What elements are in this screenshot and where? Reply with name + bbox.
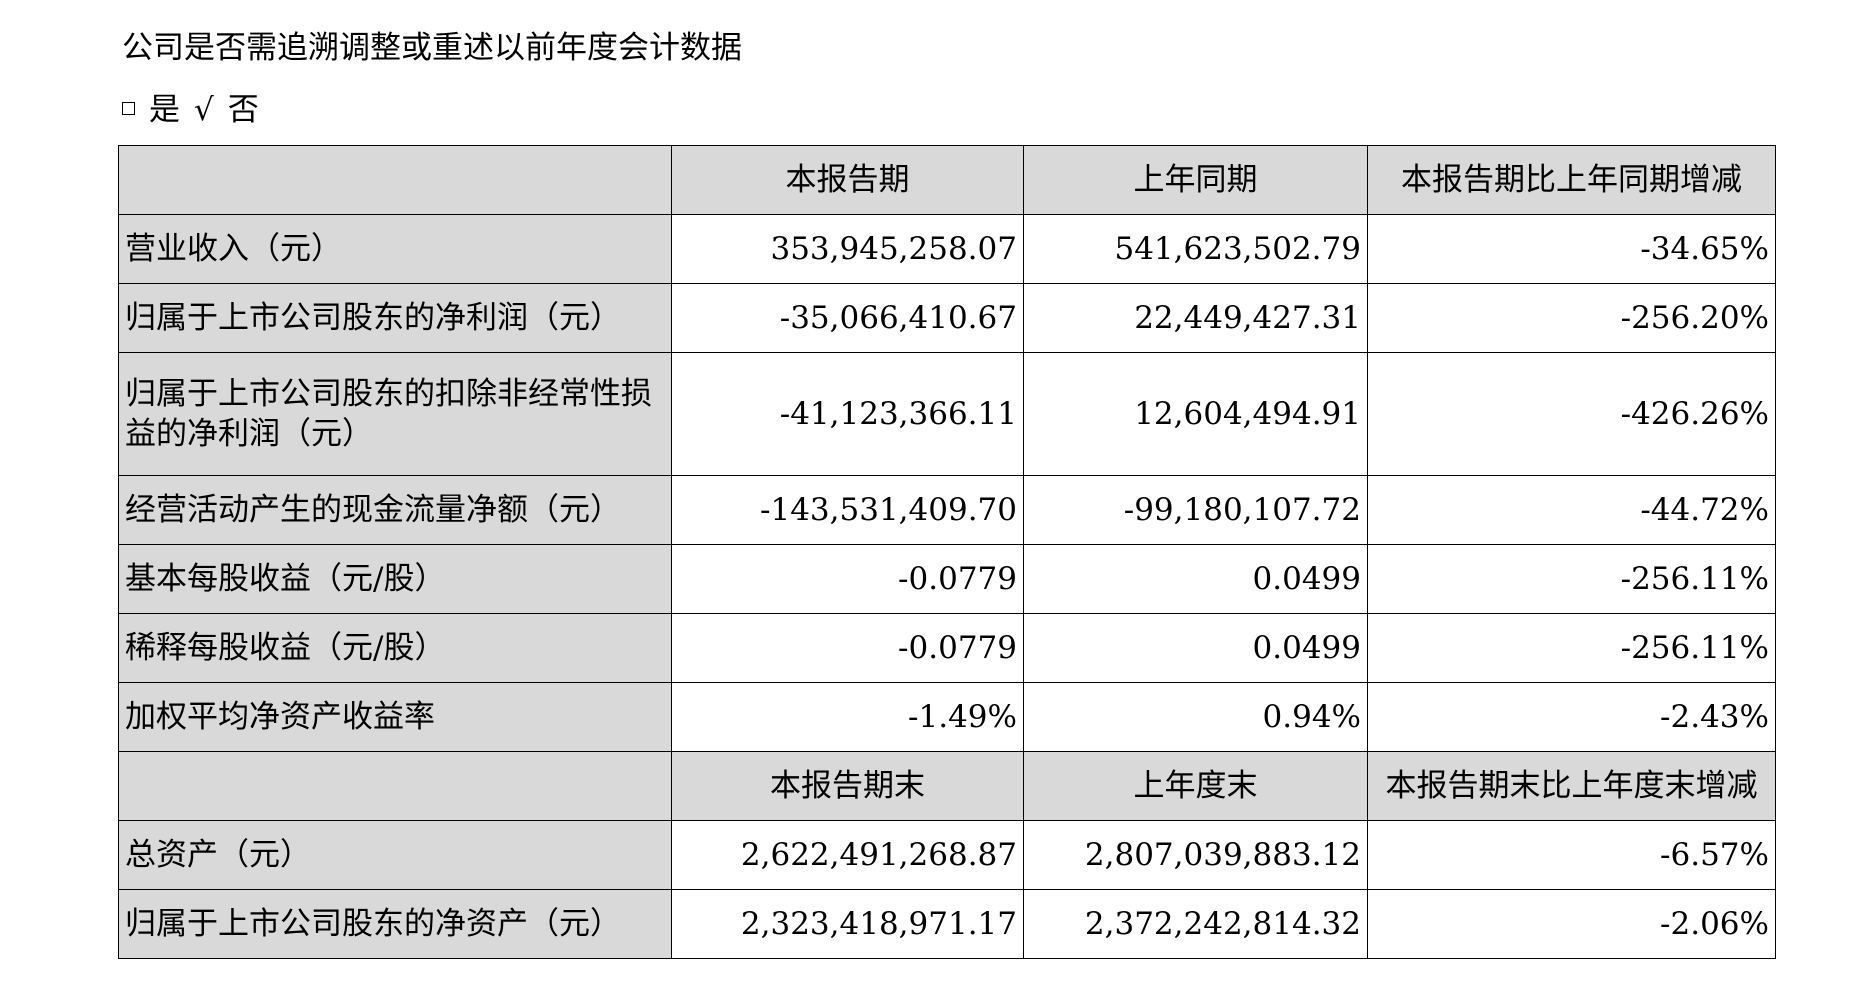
table-row: 经营活动产生的现金流量净额（元） -143,531,409.70 -99,180…	[118, 475, 1776, 545]
change-value: -2.06%	[1367, 889, 1776, 959]
current-value: -143,531,409.70	[671, 475, 1024, 545]
change-value: -44.72%	[1367, 475, 1776, 545]
header-cell: 本报告期末	[671, 751, 1024, 821]
table-row: 归属于上市公司股东的净利润（元） -35,066,410.67 22,449,4…	[118, 283, 1776, 353]
row-label: 营业收入（元）	[118, 214, 672, 284]
header-cell: 本报告期	[671, 145, 1024, 215]
header-cell	[118, 145, 672, 215]
previous-value: 2,372,242,814.32	[1023, 889, 1368, 959]
row-label: 稀释每股收益（元/股）	[118, 613, 672, 683]
current-value: -35,066,410.67	[671, 283, 1024, 353]
table-row: 归属于上市公司股东的扣除非经常性损益的净利润（元） -41,123,366.11…	[118, 352, 1776, 476]
row-label: 归属于上市公司股东的净资产（元）	[118, 889, 672, 959]
table-row: 稀释每股收益（元/股） -0.0779 0.0499 -256.11%	[118, 613, 1776, 683]
previous-value: 0.94%	[1023, 682, 1368, 752]
change-value: -256.20%	[1367, 283, 1776, 353]
change-value: -6.57%	[1367, 820, 1776, 890]
current-value: 2,323,418,971.17	[671, 889, 1024, 959]
row-label: 经营活动产生的现金流量净额（元）	[118, 475, 672, 545]
current-value: 353,945,258.07	[671, 214, 1024, 284]
table-row: 基本每股收益（元/股） -0.0779 0.0499 -256.11%	[118, 544, 1776, 614]
change-value: -256.11%	[1367, 544, 1776, 614]
restatement-options: 是 √ 否	[122, 90, 259, 130]
yes-label: 是	[149, 92, 180, 128]
header-cell: 上年同期	[1023, 145, 1368, 215]
current-value: -0.0779	[671, 613, 1024, 683]
table-header-row: 本报告期 上年同期 本报告期比上年同期增减	[118, 145, 1776, 215]
current-value: -41,123,366.11	[671, 352, 1024, 476]
table-row: 归属于上市公司股东的净资产（元） 2,323,418,971.17 2,372,…	[118, 889, 1776, 959]
change-value: -426.26%	[1367, 352, 1776, 476]
header-cell: 本报告期末比上年度末增减	[1367, 751, 1776, 821]
current-value: 2,622,491,268.87	[671, 820, 1024, 890]
page-heading: 公司是否需追溯调整或重述以前年度会计数据	[122, 30, 742, 66]
previous-value: 0.0499	[1023, 544, 1368, 614]
change-value: -2.43%	[1367, 682, 1776, 752]
previous-value: 541,623,502.79	[1023, 214, 1368, 284]
header-cell: 本报告期比上年同期增减	[1367, 145, 1776, 215]
header-cell	[118, 751, 672, 821]
previous-value: -99,180,107.72	[1023, 475, 1368, 545]
current-value: -0.0779	[671, 544, 1024, 614]
previous-value: 2,807,039,883.12	[1023, 820, 1368, 890]
previous-value: 12,604,494.91	[1023, 352, 1368, 476]
row-label: 加权平均净资产收益率	[118, 682, 672, 752]
previous-value: 0.0499	[1023, 613, 1368, 683]
row-label: 基本每股收益（元/股）	[118, 544, 672, 614]
no-label: 否	[227, 92, 259, 128]
change-value: -256.11%	[1367, 613, 1776, 683]
table-row: 加权平均净资产收益率 -1.49% 0.94% -2.43%	[118, 682, 1776, 752]
row-label: 总资产（元）	[118, 820, 672, 890]
yes-checkbox[interactable]	[122, 102, 135, 115]
change-value: -34.65%	[1367, 214, 1776, 284]
financial-data-table: 本报告期 上年同期 本报告期比上年同期增减 营业收入（元） 353,945,25…	[118, 145, 1776, 959]
row-label: 归属于上市公司股东的扣除非经常性损益的净利润（元）	[118, 352, 672, 476]
check-mark-icon: √	[194, 92, 214, 128]
table-header-row: 本报告期末 上年度末 本报告期末比上年度末增减	[118, 751, 1776, 821]
current-value: -1.49%	[671, 682, 1024, 752]
table-row: 营业收入（元） 353,945,258.07 541,623,502.79 -3…	[118, 214, 1776, 284]
table-row: 总资产（元） 2,622,491,268.87 2,807,039,883.12…	[118, 820, 1776, 890]
previous-value: 22,449,427.31	[1023, 283, 1368, 353]
header-cell: 上年度末	[1023, 751, 1368, 821]
row-label: 归属于上市公司股东的净利润（元）	[118, 283, 672, 353]
